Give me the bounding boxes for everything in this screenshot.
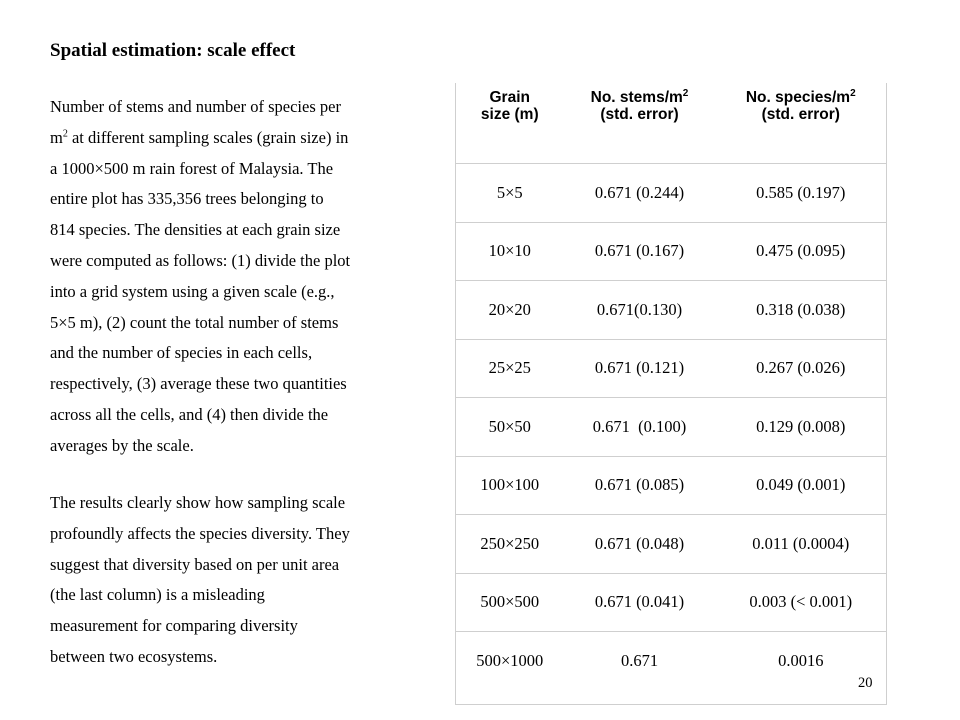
cell-grain-size: 10×10 bbox=[455, 222, 564, 281]
text-line: entire plot has 335,356 trees belonging … bbox=[50, 189, 324, 209]
cell-stems: 0.671 (0.121) bbox=[563, 339, 716, 398]
conclusion-paragraph: The results clearly show how sampling sc… bbox=[50, 488, 450, 673]
cell-species: 0.129 (0.008) bbox=[715, 397, 887, 457]
text-line: profoundly affects the species diversity… bbox=[50, 523, 350, 543]
text-line: respectively, (3) average these two quan… bbox=[50, 374, 347, 394]
cell-species: 0.267 (0.026) bbox=[715, 339, 887, 398]
table-row: 50×50 0.671 (0.100) 0.129 (0.008) bbox=[455, 397, 887, 457]
cell-grain-size: 100×100 bbox=[455, 456, 564, 515]
cell-stems: 0.671 (0.041) bbox=[563, 573, 716, 632]
cell-stems: 0.671 (0.244) bbox=[563, 163, 716, 223]
table-row: 5×5 0.671 (0.244) 0.585 (0.197) bbox=[455, 163, 887, 223]
cell-species: 0.0016 bbox=[778, 650, 824, 670]
cell-grain-size: 500×500 bbox=[455, 573, 564, 632]
cell-species: 0.003 (< 0.001) bbox=[715, 573, 887, 632]
cell-grain-size: 250×250 bbox=[455, 514, 564, 574]
header-species: No. species/m2 (std. error) bbox=[715, 83, 887, 164]
text-line: were computed as follows: (1) divide the… bbox=[50, 250, 351, 270]
header-stems: No. stems/m2 (std. error) bbox=[563, 83, 716, 164]
table-row: 10×10 0.671 (0.167) 0.475 (0.095) bbox=[455, 222, 887, 281]
header-grain-size: Grain size (m) bbox=[455, 83, 564, 164]
text-line: between two ecosystems. bbox=[50, 646, 218, 666]
text-line: (the last column) is a misleading bbox=[50, 585, 265, 605]
cell-stems: 0.671(0.130) bbox=[563, 280, 716, 340]
cell-species: 0.475 (0.095) bbox=[715, 222, 887, 281]
text-line: measurement for comparing diversity bbox=[50, 616, 298, 636]
cell-species: 0.011 (0.0004) bbox=[715, 514, 887, 574]
cell-stems: 0.671 bbox=[620, 650, 659, 670]
table-row: 500×500 0.671 (0.041) 0.003 (< 0.001) bbox=[455, 573, 887, 632]
table-row: 100×100 0.671 (0.085) 0.049 (0.001) bbox=[455, 456, 887, 515]
cell-stems: 0.671 (0.048) bbox=[563, 514, 716, 574]
table-row: 500×1000 0.671 0.0016 bbox=[456, 632, 887, 705]
text-line: m2 at different sampling scales (grain s… bbox=[50, 127, 349, 147]
page-number: 20 bbox=[858, 675, 873, 691]
cell-stems: 0.671 (0.085) bbox=[563, 456, 716, 515]
text-line: suggest that diversity based on per unit… bbox=[50, 554, 340, 574]
text-line: a 1000×500 m rain forest of Malaysia. Th… bbox=[50, 158, 334, 178]
cell-grain-size: 5×5 bbox=[455, 163, 564, 223]
cell-species: 0.585 (0.197) bbox=[715, 163, 887, 223]
text-line: across all the cells, and (4) then divid… bbox=[50, 404, 329, 424]
cell-species: 0.318 (0.038) bbox=[715, 280, 887, 340]
cell-grain-size: 500×1000 bbox=[476, 650, 544, 670]
table-row: 25×25 0.671 (0.121) 0.267 (0.026) bbox=[455, 339, 887, 398]
cell-grain-size: 25×25 bbox=[455, 339, 564, 398]
cell-species: 0.049 (0.001) bbox=[715, 456, 887, 515]
table-header-row: Grain size (m) No. stems/m2 (std. error) N… bbox=[455, 83, 887, 164]
cell-grain-size: 50×50 bbox=[455, 397, 564, 457]
text-line: Number of stems and number of species pe… bbox=[50, 97, 341, 116]
cell-grain-size: 20×20 bbox=[455, 280, 564, 340]
text-line: The results clearly show how sampling sc… bbox=[50, 493, 346, 512]
cell-stems: 0.671 (0.167) bbox=[563, 222, 716, 281]
text-line: 814 species. The densities at each grain… bbox=[50, 220, 341, 240]
text-line: averages by the scale. bbox=[50, 435, 194, 455]
cell-stems: 0.671 (0.100) bbox=[563, 397, 716, 457]
text-line: and the number of species in each cells, bbox=[50, 343, 313, 363]
text-line: into a grid system using a given scale (… bbox=[50, 281, 335, 301]
description-paragraph: Number of stems and number of species pe… bbox=[50, 92, 450, 462]
table-row: 20×20 0.671(0.130) 0.318 (0.038) bbox=[455, 280, 887, 340]
text-line: 5×5 m), (2) count the total number of st… bbox=[50, 312, 339, 332]
superscript: 2 bbox=[62, 128, 68, 140]
table-row: 250×250 0.671 (0.048) 0.011 (0.0004) bbox=[455, 514, 887, 574]
scale-effect-table: Grain size (m) No. stems/m2 (std. error) N… bbox=[455, 83, 887, 705]
slide-title: Spatial estimation: scale effect bbox=[50, 40, 296, 61]
